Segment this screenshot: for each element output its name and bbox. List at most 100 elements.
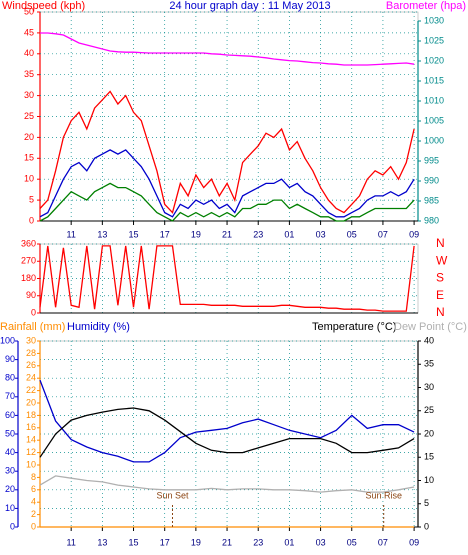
- y-tick-label: 40: [424, 335, 434, 345]
- y-tick-label: 4: [31, 497, 36, 507]
- y-tick-label: 15: [24, 153, 34, 163]
- y-tick-label: 30: [5, 466, 15, 476]
- y-tick-label: 26: [26, 360, 36, 370]
- series-line: [39, 245, 415, 312]
- y-tick-label: 980: [424, 215, 439, 225]
- y-tick-label: 25: [424, 405, 434, 415]
- chart-title: 24 hour graph day : 11 May 2013: [169, 0, 330, 12]
- humidity-label: Humidity (%): [67, 321, 130, 333]
- y-tick-label: 30: [26, 335, 36, 345]
- x-tick-label: 23: [253, 229, 263, 239]
- plot-area: [39, 340, 419, 528]
- x-tick-label: 15: [129, 229, 139, 239]
- y-tick-label: 985: [424, 195, 439, 205]
- series-line: [39, 182, 415, 222]
- series-line: [39, 379, 415, 463]
- y-tick-label: 90: [26, 290, 36, 300]
- y-tick-label: 30: [24, 90, 34, 100]
- y-tick-label: N: [436, 236, 445, 250]
- y-tick-label: 8: [31, 472, 36, 482]
- y-tick-label: 20: [5, 484, 15, 494]
- y-tick-label: W: [436, 253, 448, 267]
- y-tick-label: 20: [424, 428, 434, 438]
- y-tick-label: 10: [5, 503, 15, 513]
- x-tick-label: 15: [129, 537, 139, 547]
- y-tick-label: 1010: [424, 95, 444, 105]
- y-tick-label: N: [436, 305, 445, 319]
- y-tick-label: 5: [424, 498, 429, 508]
- y-tick-label: 40: [24, 48, 34, 58]
- y-tick-label: 20: [24, 132, 34, 142]
- y-tick-label: 1030: [424, 15, 444, 25]
- y-tick-label: 28: [26, 348, 36, 358]
- x-tick-label: 05: [347, 229, 357, 239]
- series-line: [39, 407, 415, 458]
- x-tick-label: 05: [347, 537, 357, 547]
- y-tick-label: 25: [24, 111, 34, 121]
- y-tick-label: 990: [424, 175, 439, 185]
- series-line: [39, 90, 415, 214]
- series-line: [39, 475, 415, 493]
- temperature-label: Temperature (°C): [312, 321, 396, 333]
- y-tick-label: E: [436, 288, 444, 302]
- series-line: [40, 32, 415, 66]
- y-tick-label: 30: [424, 382, 434, 392]
- windspeed-label: Windspeed (kph): [2, 0, 85, 12]
- y-tick-label: 15: [424, 452, 434, 462]
- plot-area: [39, 243, 419, 314]
- annotation: Sun Rise: [365, 490, 402, 500]
- y-tick-label: 35: [24, 69, 34, 79]
- x-tick-label: 19: [191, 537, 201, 547]
- x-tick-label: 03: [316, 229, 326, 239]
- y-tick-label: 1005: [424, 115, 444, 125]
- annotation: Sun Set: [156, 490, 189, 500]
- y-tick-label: 2: [31, 509, 36, 519]
- x-tick-label: 07: [378, 229, 388, 239]
- x-tick-label: 13: [97, 229, 107, 239]
- y-tick-label: S: [436, 271, 444, 285]
- x-tick-label: 17: [160, 537, 170, 547]
- y-tick-label: 14: [26, 435, 36, 445]
- y-tick-label: 70: [5, 391, 15, 401]
- y-tick-label: 180: [21, 273, 36, 283]
- y-tick-label: 18: [26, 410, 36, 420]
- y-tick-label: 270: [21, 256, 36, 266]
- y-tick-label: 0: [31, 307, 36, 317]
- barometer-label: Barometer (hpa): [386, 0, 466, 12]
- y-tick-label: 1015: [424, 75, 444, 85]
- series-line: [39, 149, 415, 218]
- y-tick-label: 80: [5, 373, 15, 383]
- y-tick-label: 24: [26, 373, 36, 383]
- y-tick-label: 0: [29, 215, 34, 225]
- x-tick-label: 11: [67, 537, 76, 547]
- y-tick-label: 45: [24, 27, 34, 37]
- y-tick-label: 35: [424, 359, 434, 369]
- y-tick-label: 16: [26, 422, 36, 432]
- y-tick-label: 6: [31, 484, 36, 494]
- y-tick-label: 50: [24, 6, 34, 16]
- y-tick-label: 20: [26, 397, 36, 407]
- x-tick-label: 09: [409, 537, 419, 547]
- x-tick-label: 21: [222, 229, 232, 239]
- y-tick-label: 12: [26, 447, 36, 457]
- y-tick-label: 10: [24, 174, 34, 184]
- y-tick-label: 0: [424, 521, 429, 531]
- x-tick-label: 01: [284, 537, 294, 547]
- y-tick-label: 40: [5, 447, 15, 457]
- x-tick-label: 07: [378, 537, 388, 547]
- y-tick-label: 1020: [424, 55, 444, 65]
- x-tick-label: 21: [222, 537, 232, 547]
- y-tick-label: 1025: [424, 35, 444, 45]
- y-tick-label: 100: [0, 335, 15, 345]
- y-tick-label: 50: [5, 428, 15, 438]
- x-tick-label: 23: [253, 537, 263, 547]
- x-tick-label: 09: [409, 229, 419, 239]
- y-tick-label: 90: [5, 354, 15, 364]
- y-tick-label: 0: [10, 521, 15, 531]
- y-tick-label: 1000: [424, 135, 444, 145]
- x-tick-label: 13: [97, 537, 107, 547]
- x-tick-label: 03: [316, 537, 326, 547]
- y-tick-label: 22: [26, 385, 36, 395]
- x-tick-label: 17: [160, 229, 170, 239]
